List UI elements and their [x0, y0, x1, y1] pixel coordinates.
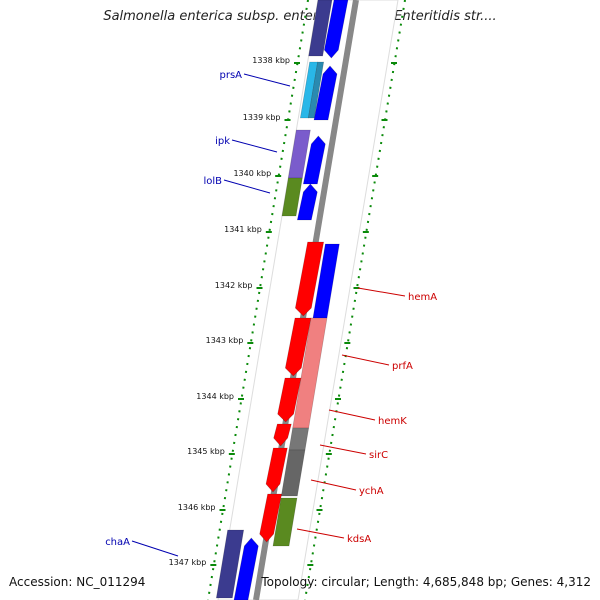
gene-block-sirC [288, 427, 310, 451]
gene-block-cog [308, 0, 333, 57]
gene-arrow-reverse [277, 377, 302, 423]
kbp-label: 1338 kbp [252, 56, 290, 65]
label-leader-line [310, 479, 357, 491]
map-title: Salmonella enterica subsp. enterica sero… [103, 9, 497, 24]
gene-arrow-reverse [273, 423, 292, 447]
kbp-label: 1343 kbp [206, 336, 244, 345]
kbp-label: 1342 kbp [215, 281, 253, 290]
gene-label-ipk: ipk [215, 136, 230, 147]
label-leader-line [223, 179, 271, 194]
gene-label-ychA: ychA [359, 486, 384, 497]
gene-arrow-reverse [265, 447, 288, 493]
accession-text: Accession: NC_011294 [9, 575, 146, 589]
gene-label-hemK: hemK [378, 416, 407, 427]
kbp-label: 1347 kbp [169, 558, 207, 567]
gene-label-lolB: lolB [203, 176, 222, 187]
kbp-label: 1340 kbp [233, 169, 271, 178]
gene-arrow-forward [324, 0, 349, 59]
gene-labels: prsA ipk lolB chaA hemA prfA hemK sirC ychA kdsA [105, 70, 437, 557]
label-leader-line [243, 73, 291, 87]
kbp-label: 1344 kbp [196, 392, 234, 401]
label-leader-line [357, 287, 406, 297]
inner-tick-ring [304, 0, 406, 600]
gene-label-hemA: hemA [408, 292, 437, 303]
gene-arrow-forward [313, 65, 338, 121]
gene-arrow-reverse [295, 241, 325, 317]
label-leader-line [231, 139, 278, 153]
gene-label-kdsA: kdsA [347, 534, 371, 545]
gene-block-prsA-cog [307, 61, 325, 119]
kbp-label: 1341 kbp [224, 225, 262, 234]
outer-tick-ring [207, 0, 309, 600]
kbp-label: 1339 kbp [243, 113, 281, 122]
gene-block-chaA [215, 529, 245, 599]
label-leader-line [296, 528, 345, 539]
gene-label-prsA: prsA [219, 70, 242, 81]
gene-block-lolB [281, 177, 303, 217]
gene-label-prfA: prfA [392, 361, 413, 372]
label-leader-line [131, 540, 179, 557]
label-leader-line [328, 409, 376, 421]
kbp-label: 1346 kbp [178, 503, 216, 512]
gene-arrow-reverse [259, 493, 283, 543]
gene-arrow-forward [302, 135, 326, 185]
gene-block-ychA [280, 449, 306, 497]
gene-tracks [215, 0, 349, 600]
label-leader-line [319, 444, 367, 455]
gene-arrow-reverse [285, 317, 312, 377]
gene-arrow-forward [296, 183, 318, 221]
gene-block-kdsA [272, 497, 298, 547]
kbp-ticks: 1338 kbp 1339 kbp 1340 kbp 1341 kbp 1342 kbp… [169, 56, 397, 567]
kbp-label: 1345 kbp [187, 447, 225, 456]
gene-arrow-forward [233, 537, 259, 600]
topology-text: Topology: circular; Length: 4,685,848 bp… [261, 575, 591, 589]
label-leader-line [341, 354, 390, 366]
gene-label-chaA: chaA [105, 537, 130, 548]
gene-label-sirC: sirC [369, 450, 388, 461]
